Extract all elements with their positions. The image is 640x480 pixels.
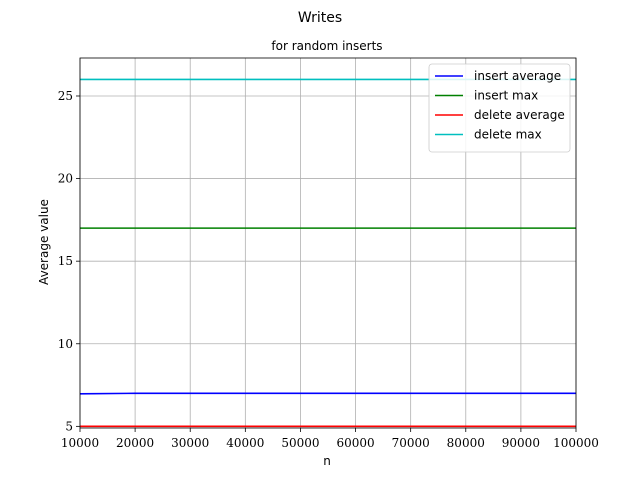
axis-ticks: 10000 20000 30000 40000 50000 60000 70000 80000…: [58, 89, 599, 450]
chart-title: Writes: [298, 10, 342, 26]
y-axis-label: Average value: [37, 199, 51, 285]
y-tick-label: 5: [65, 419, 73, 433]
x-axis-label: n: [323, 454, 331, 468]
series-line-insert-average: [79, 392, 576, 395]
x-tick-label: 70000: [392, 436, 430, 450]
legend: insert average insert max delete average de…: [428, 63, 571, 153]
x-tick-label: 50000: [281, 436, 319, 450]
x-tick-label: 30000: [171, 436, 209, 450]
chart-subtitle: for random inserts: [271, 39, 382, 53]
y-tick-label: 10: [58, 337, 73, 351]
y-tick-label: 20: [58, 172, 73, 186]
x-tick-label: 20000: [116, 436, 154, 450]
y-tick-label: 25: [58, 89, 73, 103]
plot-frame: [79, 57, 577, 429]
x-tick-label: 10000: [61, 436, 99, 450]
legend-label-delete-max: delete max: [474, 128, 542, 142]
legend-label-insert-max: insert max: [474, 89, 538, 103]
y-tick-label: 15: [58, 254, 73, 268]
legend-label-delete-average: delete average: [474, 108, 565, 122]
x-tick-label: 90000: [502, 436, 540, 450]
x-tick-label: 80000: [447, 436, 485, 450]
x-tick-label: 60000: [336, 436, 374, 450]
legend-label-insert-average: insert average: [474, 69, 561, 83]
x-tick-label: 100000: [553, 436, 599, 450]
x-tick-label: 40000: [226, 436, 264, 450]
legend-box: [428, 63, 571, 153]
